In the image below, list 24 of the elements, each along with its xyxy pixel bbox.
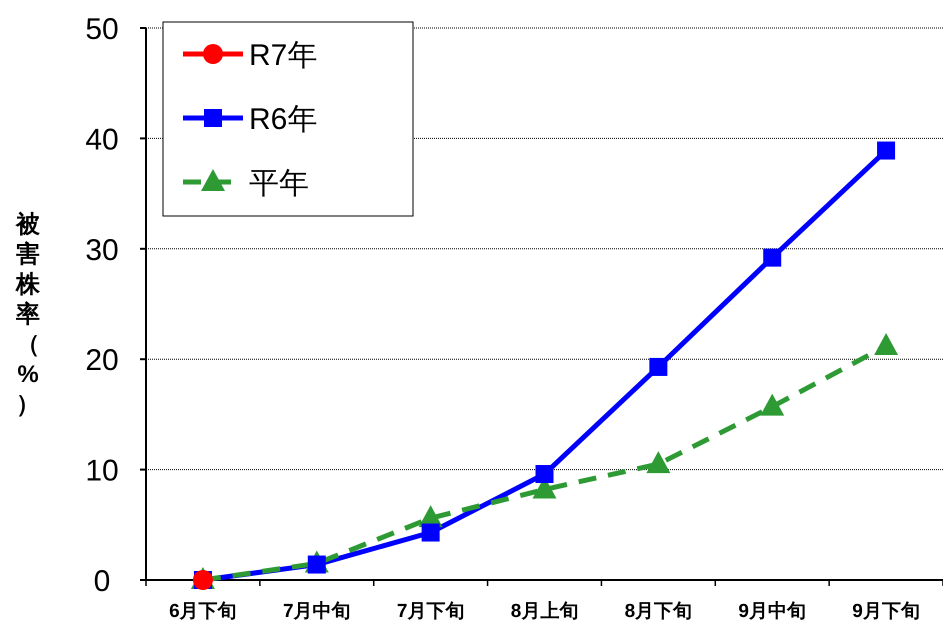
x-tick-label: 9月中旬 bbox=[738, 600, 806, 622]
y-tick-label: 0 bbox=[94, 565, 110, 598]
point bbox=[536, 465, 554, 484]
legend-label: R7年 bbox=[249, 39, 318, 72]
x-tick-label: 9月下旬 bbox=[852, 601, 920, 622]
point bbox=[877, 142, 896, 160]
y-tick-label: 20 bbox=[85, 344, 119, 378]
point bbox=[649, 358, 668, 376]
x-tick-label: 8月下旬 bbox=[624, 601, 692, 622]
y-tick-label: 10 bbox=[85, 454, 119, 488]
x-tick-label: 8月上旬 bbox=[510, 600, 578, 622]
y-tick-label: 40 bbox=[85, 123, 119, 156]
y-tick-label: 30 bbox=[85, 234, 119, 267]
legend-label: R6年 bbox=[249, 103, 318, 136]
point bbox=[760, 394, 784, 416]
legend-label: 平年 bbox=[249, 167, 309, 200]
point bbox=[646, 451, 670, 474]
point bbox=[763, 248, 782, 267]
x-tick-label: 7月中旬 bbox=[282, 600, 351, 622]
y-tick-label: 50 bbox=[85, 13, 119, 46]
x-tick-label: 7月下旬 bbox=[396, 601, 464, 622]
y-axis-title: 被害株率（%） bbox=[15, 211, 41, 418]
x-tick-label: 6月下旬 bbox=[169, 601, 237, 622]
point bbox=[422, 524, 440, 542]
